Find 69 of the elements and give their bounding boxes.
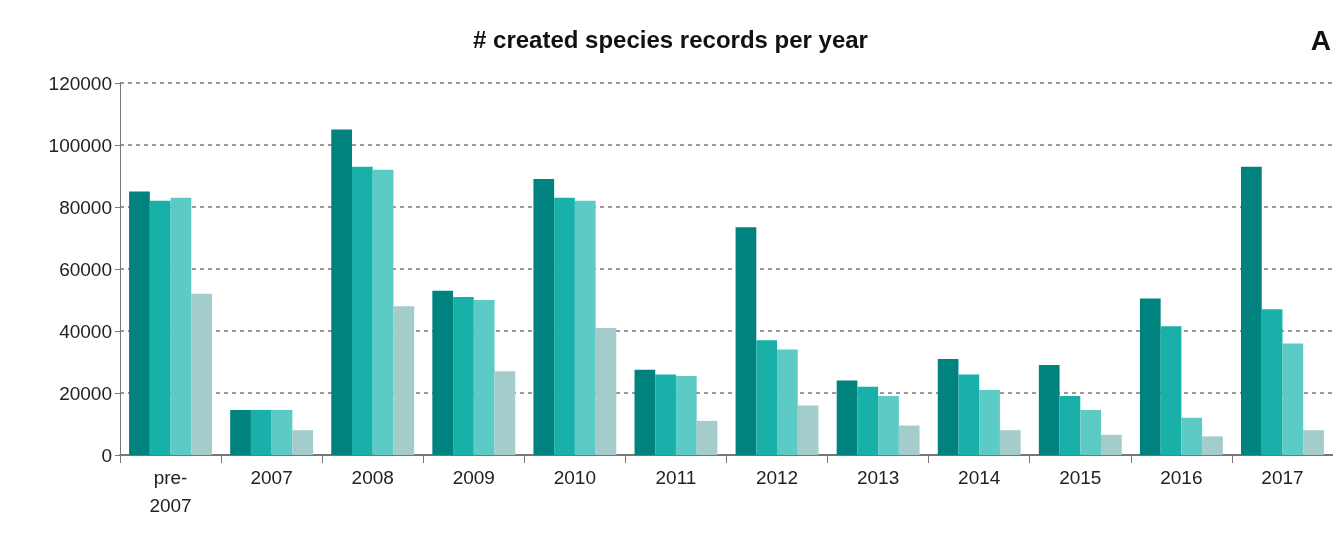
bar	[634, 369, 656, 455]
bar	[1139, 298, 1161, 455]
x-tick-label: 2017	[1261, 466, 1304, 488]
bar	[777, 349, 798, 455]
bar	[1101, 434, 1122, 455]
bar	[129, 191, 150, 455]
bar	[453, 296, 474, 455]
y-tick-label: 40000	[59, 320, 112, 342]
x-tick-label: 2010	[553, 466, 597, 488]
bar	[1282, 343, 1304, 455]
x-tick-label: 2016	[1160, 466, 1203, 488]
bar	[533, 179, 555, 455]
chart-title: # created species records per year	[473, 25, 868, 53]
bar	[675, 375, 697, 455]
bar	[1080, 410, 1102, 455]
bar	[170, 197, 192, 455]
bar	[432, 290, 454, 455]
x-tick-label: pre-2007	[149, 466, 192, 516]
bar	[331, 129, 352, 455]
bar	[898, 425, 920, 455]
x-tick-label: 2009	[452, 466, 495, 488]
x-tick-label: 2015	[1059, 466, 1102, 488]
bar	[271, 410, 293, 455]
bar	[979, 389, 1000, 455]
y-tick-label: 60000	[59, 258, 112, 280]
bar	[937, 358, 959, 455]
y-tick-label: 100000	[48, 134, 112, 156]
bar	[393, 306, 415, 455]
bar	[494, 371, 516, 455]
y-tick-label: 80000	[59, 196, 112, 218]
bar	[1181, 417, 1203, 455]
bar	[595, 327, 617, 455]
bar	[250, 410, 272, 455]
bar	[1059, 396, 1081, 455]
y-tick-label: 0	[101, 444, 112, 466]
bar	[797, 405, 819, 455]
x-tick-label: 2008	[351, 466, 394, 488]
bar	[836, 380, 858, 455]
bar	[1303, 430, 1324, 455]
bar	[878, 396, 899, 455]
bar	[696, 420, 718, 455]
bar	[351, 166, 373, 455]
bar	[655, 374, 676, 455]
x-tick-label: 2013	[856, 466, 900, 488]
x-tick-label: 2012	[755, 466, 799, 488]
bar	[1160, 326, 1182, 455]
x-tick-label: 2007	[250, 466, 293, 488]
bar	[999, 430, 1021, 455]
y-tick-label: 120000	[48, 72, 112, 94]
bar	[292, 430, 314, 455]
bar	[735, 227, 757, 455]
bar	[1202, 436, 1223, 455]
bar	[958, 374, 980, 455]
bar	[1261, 309, 1283, 455]
bar	[191, 293, 212, 455]
x-tick-label: 2011	[655, 466, 697, 488]
bar	[473, 300, 495, 455]
bar	[1038, 365, 1060, 455]
bar	[554, 197, 575, 455]
text: A	[1310, 24, 1332, 56]
bar	[230, 410, 251, 455]
bar	[149, 200, 171, 455]
x-tick-label: 2014	[958, 466, 1001, 488]
bar	[574, 200, 596, 455]
bar	[857, 386, 879, 455]
y-tick-label: 20000	[59, 382, 112, 404]
bar	[756, 340, 778, 455]
bar	[1241, 166, 1262, 455]
bar	[372, 169, 394, 455]
